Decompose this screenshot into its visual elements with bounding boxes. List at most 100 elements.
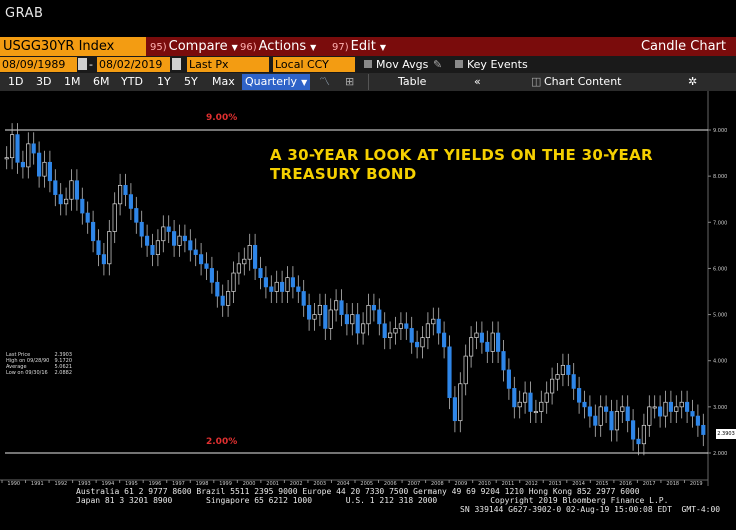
x-tick-label: 2002: [290, 481, 303, 486]
candle-body: [436, 318, 441, 334]
gear-icon[interactable]: ✲: [688, 75, 698, 88]
y-tick-label: 3.000: [713, 405, 727, 411]
candle-body: [409, 328, 414, 343]
candle-body: [317, 304, 322, 315]
chart-content-button[interactable]: Chart Content: [544, 75, 622, 88]
candle-body: [253, 245, 258, 269]
end-date-field[interactable]: 08/02/2019: [97, 57, 170, 72]
range-button-max[interactable]: Max: [212, 75, 235, 88]
annotation-line-1: A 30-YEAR LOOK AT YIELDS ON THE 30-YEAR: [270, 146, 653, 164]
candle-body: [269, 286, 274, 292]
draw-tool-icon[interactable]: ⊞: [345, 75, 355, 88]
ticker-input[interactable]: USGG30YR Index: [0, 37, 146, 56]
candle-body: [247, 245, 252, 260]
collapse-icon[interactable]: «: [474, 75, 481, 88]
range-button-1y[interactable]: 1Y: [157, 75, 171, 88]
candle-body: [285, 277, 290, 292]
y-tick-label: 6.000: [713, 266, 727, 272]
period-select[interactable]: Quarterly ▼: [242, 74, 310, 90]
candle-body: [679, 401, 684, 408]
range-button-1d[interactable]: 1D: [8, 75, 24, 88]
candle-body: [37, 152, 42, 177]
chart-type-label: Candle Chart: [640, 39, 726, 54]
x-tick-label: 2005: [360, 481, 373, 486]
compare-menu[interactable]: 95) Compare ▼: [150, 37, 238, 56]
edit-menu[interactable]: 97) Edit ▼: [332, 37, 386, 56]
candle-body: [544, 392, 549, 403]
x-tick-label: 2011: [502, 481, 515, 486]
candle-body: [587, 406, 592, 417]
y-tick-label: 7.000: [713, 220, 727, 226]
x-tick-label: 2015: [596, 481, 609, 486]
candle-body: [598, 406, 603, 426]
pencil-icon[interactable]: ✎: [433, 58, 443, 71]
candle-body: [517, 401, 522, 408]
candle-body: [150, 245, 155, 255]
toolbar-divider: [368, 74, 369, 90]
candle-body: [101, 254, 106, 265]
candle-body: [26, 143, 31, 168]
candle-body: [215, 281, 220, 297]
candle-body: [447, 346, 452, 398]
range-button-5y[interactable]: 5Y: [184, 75, 198, 88]
x-tick-label: 1995: [125, 481, 138, 486]
candle-body: [533, 411, 538, 414]
candle-body: [242, 258, 247, 265]
candle-body: [388, 332, 393, 338]
table-button[interactable]: Table: [398, 75, 427, 88]
candle-body: [134, 208, 139, 223]
calendar-icon[interactable]: [78, 58, 87, 70]
candle-body: [463, 355, 468, 385]
chevron-down-icon: ▼: [310, 43, 317, 52]
y-tick-label: 2.000: [713, 451, 727, 457]
compare-menu-label: Compare: [168, 39, 228, 54]
candle-body: [280, 281, 285, 292]
candle-body: [577, 388, 582, 403]
x-tick-label: 2007: [407, 481, 420, 486]
start-date-field[interactable]: 08/09/1989: [0, 57, 77, 72]
y-tick-label: 9.000: [713, 128, 727, 134]
x-tick-label: 2017: [643, 481, 656, 486]
x-tick-label: 2013: [549, 481, 562, 486]
command-toolbar: [0, 37, 736, 56]
candle-body: [685, 401, 690, 412]
candle-body: [393, 328, 398, 334]
candle-body: [31, 143, 36, 154]
candle-body: [188, 240, 193, 251]
x-tick-label: 2010: [478, 481, 491, 486]
candle-body: [647, 406, 652, 426]
key-events-checkbox[interactable]: [455, 60, 463, 68]
y-tick-label: 8.000: [713, 174, 727, 180]
calendar-icon[interactable]: [172, 58, 181, 70]
currency-select[interactable]: Local CCY: [273, 57, 355, 72]
mov-avgs-label: Mov Avgs: [376, 58, 429, 71]
candle-body: [625, 406, 630, 422]
mov-avgs-checkbox[interactable]: [364, 60, 372, 68]
range-button-3d[interactable]: 3D: [36, 75, 52, 88]
chart-content-icon: ◫: [531, 75, 542, 88]
candle-body: [528, 392, 533, 412]
edit-menu-label: Edit: [350, 39, 376, 54]
candle-body: [490, 332, 495, 352]
candle-body: [452, 397, 457, 422]
x-tick-label: 1994: [102, 481, 115, 486]
x-tick-label: 1997: [172, 481, 185, 486]
candle-body: [523, 392, 528, 403]
candle-body: [172, 231, 177, 246]
candle-body: [20, 161, 25, 168]
candle-body: [312, 314, 317, 320]
candle-body: [404, 323, 409, 329]
chart-legend: Last Price 2.3903 High on 09/28/90 9.1720 …: [6, 352, 72, 376]
candle-body: [74, 180, 79, 200]
line-chart-icon[interactable]: 〽: [319, 75, 330, 88]
range-button-ytd[interactable]: YTD: [121, 75, 143, 88]
candle-body: [107, 231, 112, 265]
x-tick-label: 1993: [78, 481, 91, 486]
range-button-6m[interactable]: 6M: [93, 75, 110, 88]
actions-menu[interactable]: 96) Actions ▼: [240, 37, 316, 56]
price-field-select[interactable]: Last Px: [187, 57, 269, 72]
candle-body: [566, 364, 571, 375]
x-tick-label: 2008: [431, 481, 444, 486]
candle-body: [58, 194, 63, 205]
range-button-1m[interactable]: 1M: [64, 75, 81, 88]
